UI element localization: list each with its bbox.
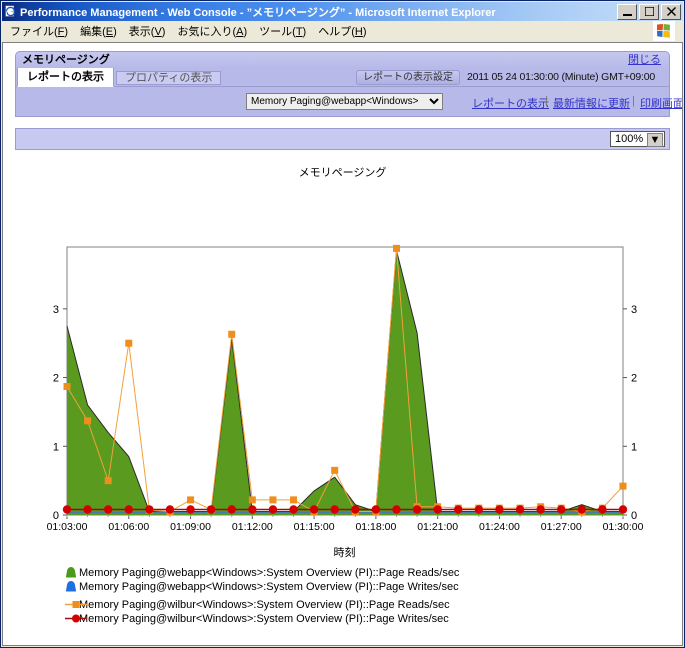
svg-text:2: 2	[631, 373, 637, 385]
svg-text:3: 3	[53, 304, 59, 316]
svg-text:01:30:00: 01:30:00	[603, 521, 644, 533]
svg-text:01:24:00: 01:24:00	[479, 521, 520, 533]
svg-text:01:09:00: 01:09:00	[170, 521, 211, 533]
svg-text:01:06:00: 01:06:00	[108, 521, 149, 533]
svg-text:01:21:00: 01:21:00	[417, 521, 458, 533]
svg-text:01:03:00: 01:03:00	[47, 521, 88, 533]
svg-text:2: 2	[53, 373, 59, 385]
svg-text:01:27:00: 01:27:00	[541, 521, 582, 533]
svg-text:3: 3	[631, 304, 637, 316]
svg-text:1: 1	[631, 441, 637, 453]
svg-text:01:12:00: 01:12:00	[232, 521, 273, 533]
svg-text:01:15:00: 01:15:00	[294, 521, 335, 533]
svg-text:1: 1	[53, 441, 59, 453]
svg-text:01:18:00: 01:18:00	[355, 521, 396, 533]
